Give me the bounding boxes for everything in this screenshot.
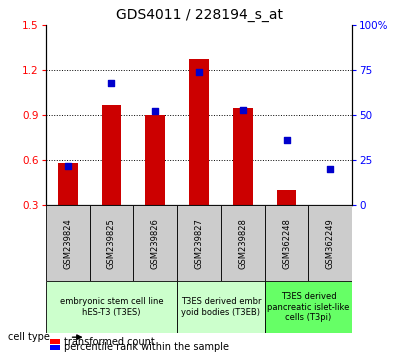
Bar bbox=[177, 205, 221, 281]
Text: embryonic stem cell line
hES-T3 (T3ES): embryonic stem cell line hES-T3 (T3ES) bbox=[60, 297, 163, 317]
Text: cell type: cell type bbox=[8, 332, 50, 342]
Bar bbox=[308, 205, 352, 281]
Text: T3ES derived embr
yoid bodies (T3EB): T3ES derived embr yoid bodies (T3EB) bbox=[181, 297, 261, 317]
Point bbox=[240, 107, 246, 113]
Bar bbox=[189, 59, 209, 205]
Point bbox=[283, 137, 290, 143]
Text: GSM362249: GSM362249 bbox=[326, 218, 335, 269]
Bar bbox=[145, 115, 165, 205]
Text: GSM239828: GSM239828 bbox=[238, 218, 247, 269]
Bar bbox=[177, 281, 265, 333]
Bar bbox=[133, 205, 177, 281]
Text: GSM239825: GSM239825 bbox=[107, 218, 116, 269]
Bar bbox=[265, 205, 308, 281]
Bar bbox=[233, 108, 253, 205]
Text: GSM239826: GSM239826 bbox=[151, 218, 160, 269]
Bar bbox=[58, 163, 78, 205]
Text: GSM239827: GSM239827 bbox=[195, 218, 203, 269]
Bar bbox=[46, 281, 177, 333]
Text: percentile rank within the sample: percentile rank within the sample bbox=[64, 342, 229, 352]
Point bbox=[152, 109, 158, 114]
Text: T3ES derived
pancreatic islet-like
cells (T3pi): T3ES derived pancreatic islet-like cells… bbox=[267, 292, 349, 322]
Bar bbox=[90, 205, 133, 281]
Bar bbox=[277, 190, 297, 205]
Bar bbox=[50, 339, 60, 344]
Point bbox=[64, 163, 71, 169]
Bar bbox=[101, 104, 121, 205]
Point bbox=[327, 166, 334, 172]
Bar bbox=[46, 205, 90, 281]
Point bbox=[108, 80, 115, 85]
Bar bbox=[265, 281, 352, 333]
Text: GSM239824: GSM239824 bbox=[63, 218, 72, 269]
Bar bbox=[221, 205, 265, 281]
Text: transformed count: transformed count bbox=[64, 337, 154, 347]
Point bbox=[196, 69, 202, 75]
Bar bbox=[50, 345, 60, 350]
Text: GSM362248: GSM362248 bbox=[282, 218, 291, 269]
Title: GDS4011 / 228194_s_at: GDS4011 / 228194_s_at bbox=[115, 8, 283, 22]
